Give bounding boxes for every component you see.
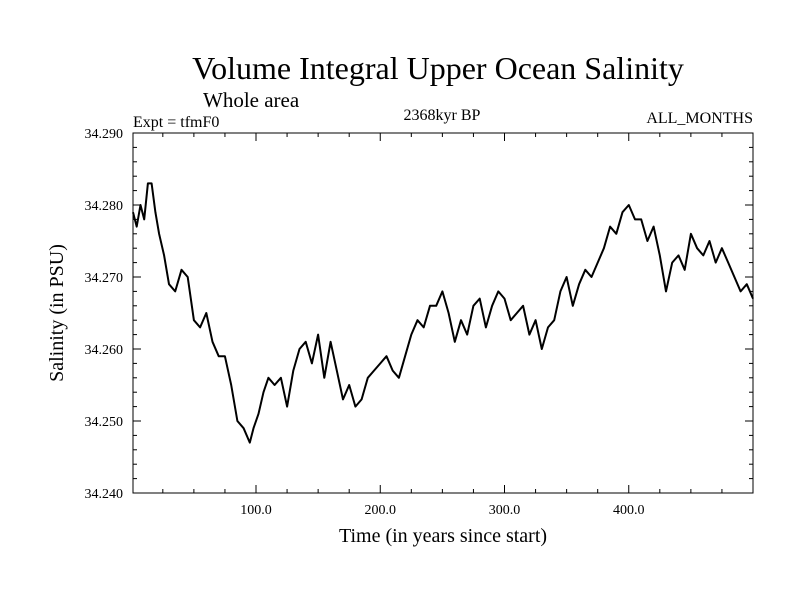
x-tick-label-3: 400.0 xyxy=(613,503,645,518)
y-tick-label-5: 34.290 xyxy=(85,127,124,142)
experiment-label: Expt = tfmF0 xyxy=(133,114,219,131)
x-tick-label-2: 300.0 xyxy=(489,503,521,518)
y-tick-label-3: 34.270 xyxy=(85,271,124,286)
x-tick-label-1: 200.0 xyxy=(365,503,397,518)
months-label: ALL_MONTHS xyxy=(646,110,753,127)
chart-title: Volume Integral Upper Ocean Salinity xyxy=(192,50,684,86)
chart-subtitle: Whole area xyxy=(203,88,300,112)
y-tick-label-0: 34.240 xyxy=(85,487,124,502)
plot-frame xyxy=(132,132,754,494)
salinity-series-line xyxy=(132,182,754,444)
y-tick-label-2: 34.260 xyxy=(85,343,124,358)
y-axis: 34.240 34.250 34.260 34.270 34.280 34.290 xyxy=(85,127,753,502)
y-tick-label-1: 34.250 xyxy=(85,415,124,430)
date-label: 2368kyr BP xyxy=(404,107,481,124)
x-axis-label: Time (in years since start) xyxy=(339,525,547,547)
y-axis-label: Salinity (in PSU) xyxy=(46,244,68,382)
x-tick-label-0: 100.0 xyxy=(240,503,272,518)
y-tick-label-4: 34.280 xyxy=(85,199,124,214)
x-axis: 100.0 200.0 300.0 400.0 xyxy=(162,133,723,518)
